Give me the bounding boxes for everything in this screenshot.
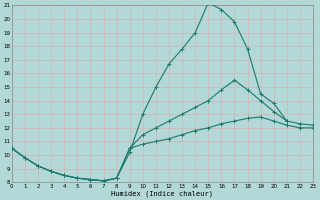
X-axis label: Humidex (Indice chaleur): Humidex (Indice chaleur) (111, 190, 213, 197)
